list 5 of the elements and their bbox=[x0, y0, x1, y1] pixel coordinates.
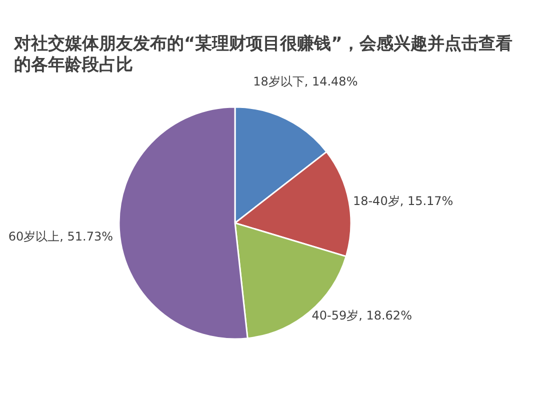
slice-label: 18岁以下, 14.48% bbox=[253, 74, 358, 88]
slice-label: 60岁以上, 51.73% bbox=[8, 230, 113, 244]
chart-title: 对社交媒体朋友发布的“某理财项目很赚钱”，会感兴趣并点击查看的各年龄段占比 bbox=[14, 34, 514, 76]
slice-label: 40-59岁, 18.62% bbox=[312, 308, 412, 322]
slice-label: 18-40岁, 15.17% bbox=[352, 194, 454, 208]
